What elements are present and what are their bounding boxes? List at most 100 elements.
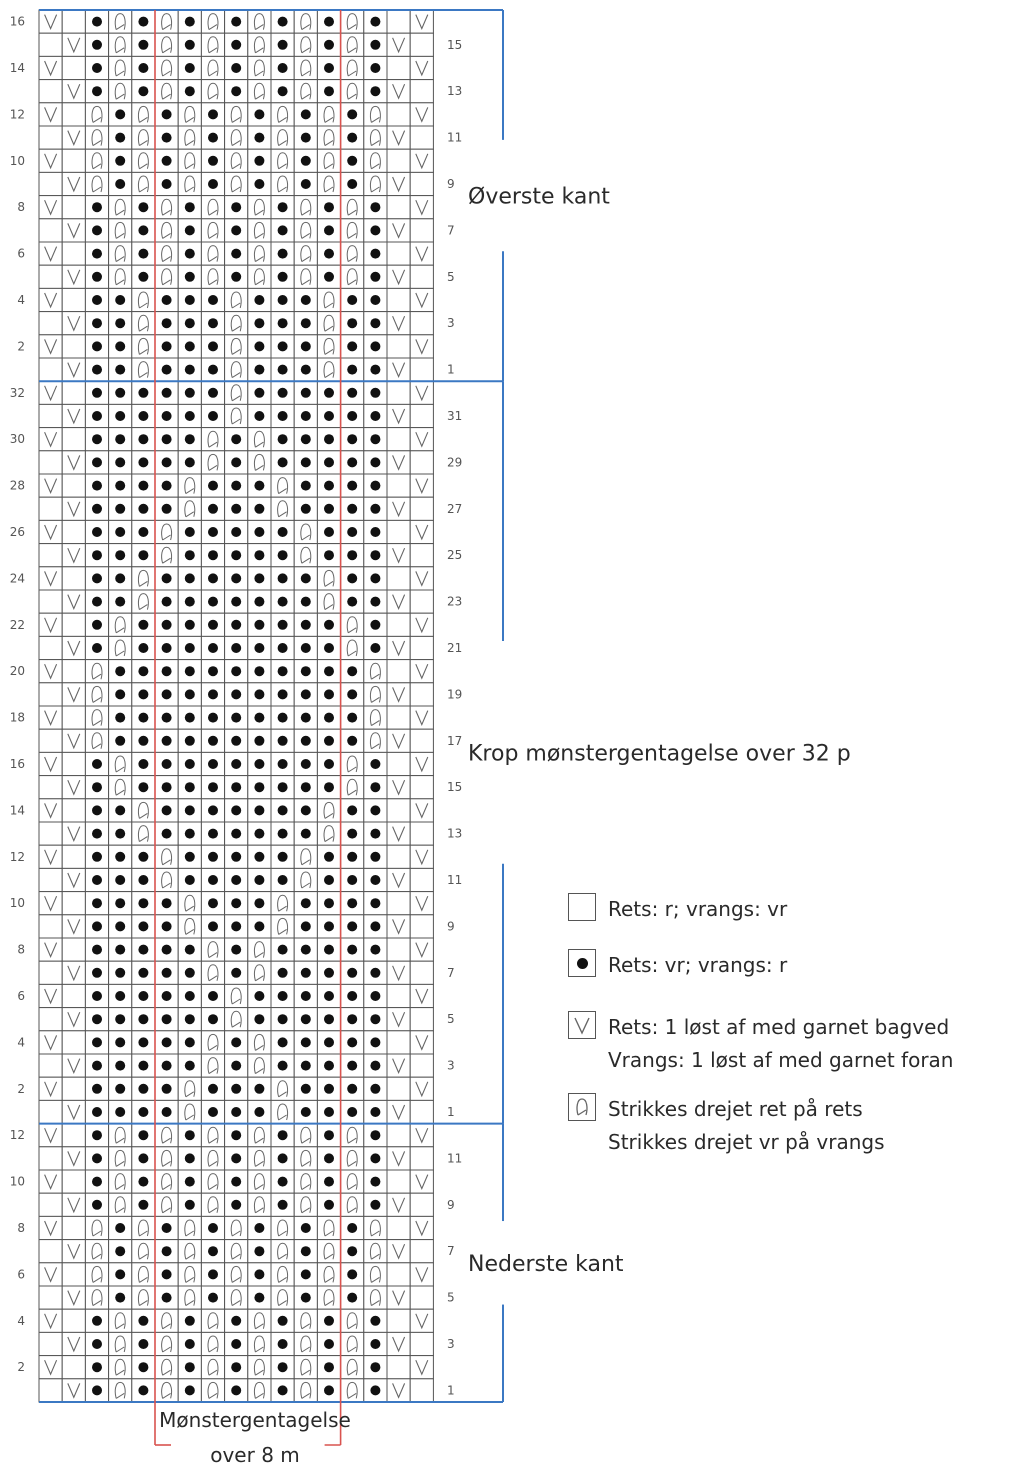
purl-dot [324,782,334,793]
legend-item-twisted: Strikkes drejet ret på rets Strikkes dre… [568,1093,885,1159]
slip-stitch-symbol [44,339,58,355]
twisted-stitch-symbol [300,59,312,77]
slip-stitch-symbol [392,1243,406,1260]
purl-dot [347,735,358,746]
row-number: 4 [17,1035,25,1049]
purl-dot [138,759,149,769]
twisted-stitch-symbol [230,1242,242,1260]
purl-dot [231,735,242,746]
slip-stitch-symbol [415,199,429,216]
slip-stitch-symbol [392,269,406,286]
purl-dot [277,944,288,955]
purl-dot [370,527,381,537]
purl-dot [347,457,358,468]
purl-dot [347,689,358,700]
purl-dot [138,527,149,537]
purl-dot [277,1385,288,1396]
twisted-stitch-symbol [230,105,242,123]
purl-dot [370,782,381,793]
slip-stitch-symbol [44,988,58,1005]
purl-dot [300,1014,311,1025]
slip-stitch-symbol [44,60,58,77]
purl-dot [138,16,149,27]
purl-dot [300,341,311,352]
slip-stitch-symbol [415,1081,429,1098]
purl-dot [208,411,218,421]
slip-stitch-symbol [392,1058,406,1074]
slip-stitch-symbol [415,1359,429,1376]
chart-cell [61,1123,86,1148]
purl-dot [184,318,195,329]
purl-dot [115,503,126,514]
purl-dot [208,596,218,607]
slip-stitch-symbol [415,942,429,958]
twisted-stitch-symbol [277,500,289,518]
slip-stitch-symbol [415,1174,429,1190]
chart-cell [409,357,434,382]
purl-dot [208,1107,218,1117]
purl-dot [92,202,102,213]
purl-dot [208,1269,218,1280]
purl-dot [184,759,195,769]
twisted-stitch-symbol [346,1312,358,1330]
purl-dot [161,643,172,653]
purl-dot [161,1014,172,1025]
slip-stitch-symbol [392,362,406,378]
slip-stitch-symbol [415,153,429,170]
purl-dot [208,1083,218,1094]
twisted-stitch-symbol [137,129,149,147]
purl-dot [370,225,381,236]
purl-dot [231,1362,242,1373]
purl-dot [324,1362,334,1373]
chart-cell [61,1076,86,1101]
chart-cell [409,543,434,568]
chart-cell [386,1308,411,1333]
purl-dot [347,921,358,932]
slip-stitch-symbol [392,1383,406,1399]
purl-dot [115,944,126,955]
purl-dot [347,967,358,978]
purl-dot [347,318,358,329]
twisted-stitch-symbol [323,801,335,819]
slip-stitch-symbol [44,803,58,819]
slip-stitch-symbol [44,431,58,448]
twisted-stitch-symbol [114,268,126,286]
chart-cell [409,218,434,243]
purl-dot [208,875,218,885]
chart-cell [38,821,63,846]
purl-dot [277,39,288,50]
purl-dot [370,1199,381,1210]
row-number: 8 [17,200,25,214]
slip-stitch-symbol [44,1081,58,1098]
purl-dot [184,457,195,468]
row-number: 7 [447,966,455,980]
purl-dot [370,1339,381,1349]
purl-dot [92,1339,102,1349]
purl-dot [324,735,334,746]
purl-dot [370,1385,381,1396]
purl-dot [231,503,242,514]
purl-dot [184,1339,195,1349]
slip-stitch-symbol [415,988,429,1005]
purl-dot [231,967,242,978]
purl-dot [231,782,242,793]
purl-dot [115,550,126,561]
purl-dot [231,1199,242,1210]
purl-dot [254,1014,265,1025]
twisted-stitch-symbol [137,291,149,309]
purl-dot [254,1083,265,1094]
twisted-stitch-symbol [161,1358,173,1376]
purl-dot [231,828,242,839]
slip-stitch-symbol [44,1313,58,1330]
twisted-stitch-symbol [207,1381,219,1399]
purl-dot [370,875,381,885]
twisted-stitch-symbol [114,59,126,77]
purl-dot [370,480,381,491]
twisted-stitch-symbol [277,105,289,123]
purl-dot [324,411,334,421]
legend-text-slip: Rets: 1 løst af med garnet bagved Vrangs… [608,1015,954,1072]
twisted-stitch-symbol [114,1312,126,1330]
twisted-stitch-symbol [300,36,312,54]
purl-dot [184,689,195,700]
